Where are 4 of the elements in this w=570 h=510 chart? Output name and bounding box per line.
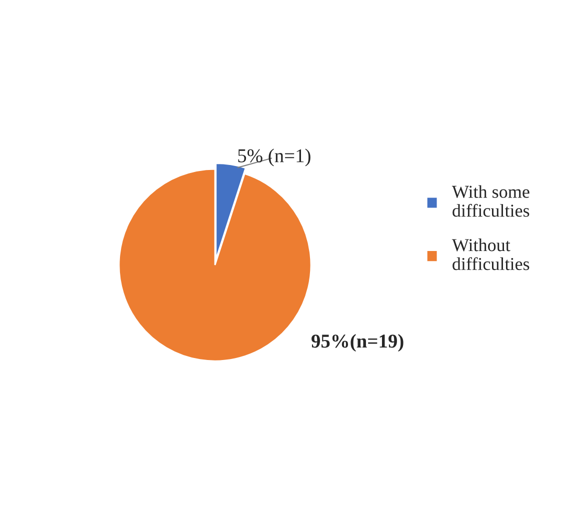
legend-label: Without difficulties	[452, 238, 530, 270]
legend-label: With some difficulties	[452, 185, 530, 217]
data-label: 5% (n=1)	[238, 148, 310, 166]
data-label: 95%(n=19)	[312, 334, 404, 352]
